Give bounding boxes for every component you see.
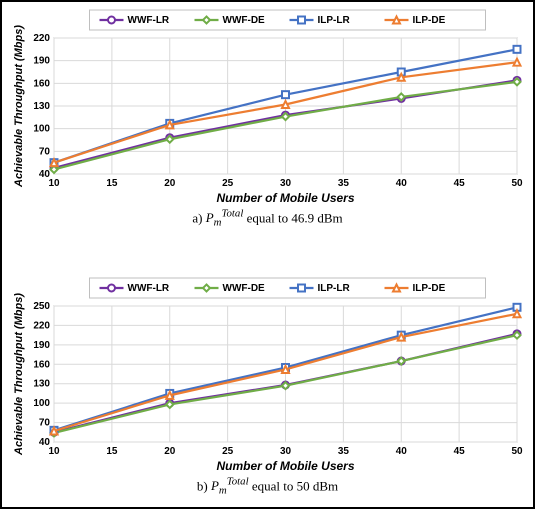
svg-text:100: 100 xyxy=(33,124,50,135)
series-marker-WWF-DE xyxy=(166,136,173,143)
legend-label-ILP-DE: ILP-DE xyxy=(413,283,446,294)
series-marker-WWF-DE xyxy=(514,78,521,85)
svg-text:10: 10 xyxy=(48,446,60,457)
figure: 10 15 20 25 30 35 40 45 50 40 70 100 130 160 190 220 Num… xyxy=(0,0,535,509)
series-marker-WWF-DE xyxy=(514,332,521,339)
legend-label-WWF-DE: WWF-DE xyxy=(223,283,266,294)
svg-text:100: 100 xyxy=(33,398,50,409)
series-marker-WWF-DE xyxy=(282,382,289,389)
svg-text:30: 30 xyxy=(280,178,292,189)
svg-text:190: 190 xyxy=(33,340,50,351)
svg-text:30: 30 xyxy=(280,446,292,457)
caption-a: a) PmTotal equal to 46.9 dBm xyxy=(8,208,527,229)
series-marker-WWF-DE xyxy=(282,113,289,120)
svg-text:Achievable Throughput (Mbps): Achievable Throughput (Mbps) xyxy=(13,25,25,188)
svg-text:40: 40 xyxy=(396,178,408,189)
svg-text:20: 20 xyxy=(164,178,176,189)
svg-text:220: 220 xyxy=(33,33,50,44)
series-marker-WWF-DE xyxy=(166,401,173,408)
svg-text:70: 70 xyxy=(39,418,51,429)
legend-label-WWF-LR: WWF-LR xyxy=(128,15,170,26)
svg-text:130: 130 xyxy=(33,101,50,112)
panel-a: 10 15 20 25 30 35 40 45 50 40 70 100 130 160 190 220 Num… xyxy=(8,6,527,235)
svg-text:35: 35 xyxy=(338,178,350,189)
svg-text:Number of Mobile Users: Number of Mobile Users xyxy=(216,191,354,205)
series-marker-ILP-LR xyxy=(514,46,521,53)
svg-text:20: 20 xyxy=(164,446,176,457)
series-marker-ILP-LR xyxy=(282,91,289,98)
svg-text:40: 40 xyxy=(396,446,408,457)
svg-text:50: 50 xyxy=(511,446,523,457)
svg-text:35: 35 xyxy=(338,446,350,457)
svg-text:25: 25 xyxy=(222,178,234,189)
caption-b: b) PmTotal equal to 50 dBm xyxy=(8,476,527,497)
svg-text:130: 130 xyxy=(33,379,50,390)
svg-text:25: 25 xyxy=(222,446,234,457)
chart-b: 10 15 20 25 30 35 40 45 50 40 70 100 130 160 190 220 250… xyxy=(8,274,527,474)
legend-label-ILP-LR: ILP-LR xyxy=(318,15,351,26)
svg-text:40: 40 xyxy=(39,169,51,180)
svg-text:70: 70 xyxy=(39,146,51,157)
svg-text:45: 45 xyxy=(454,178,466,189)
svg-text:50: 50 xyxy=(511,178,523,189)
svg-text:160: 160 xyxy=(33,359,50,370)
svg-text:Achievable Throughput (Mbps): Achievable Throughput (Mbps) xyxy=(13,293,25,456)
legend-label-WWF-LR: WWF-LR xyxy=(128,283,170,294)
svg-text:160: 160 xyxy=(33,78,50,89)
svg-text:10: 10 xyxy=(48,178,60,189)
series-marker-WWF-DE xyxy=(398,93,405,100)
svg-text:15: 15 xyxy=(106,178,118,189)
svg-text:40: 40 xyxy=(39,437,51,448)
legend-label-ILP-LR: ILP-LR xyxy=(318,283,351,294)
series-marker-WWF-DE xyxy=(398,358,405,365)
chart-a: 10 15 20 25 30 35 40 45 50 40 70 100 130 160 190 220 Num… xyxy=(8,6,527,206)
svg-text:190: 190 xyxy=(33,56,50,67)
svg-text:250: 250 xyxy=(33,301,50,312)
svg-text:Number of Mobile Users: Number of Mobile Users xyxy=(216,459,354,473)
svg-text:15: 15 xyxy=(106,446,118,457)
legend-label-ILP-DE: ILP-DE xyxy=(413,15,446,26)
svg-text:220: 220 xyxy=(33,321,50,332)
panel-b: 10 15 20 25 30 35 40 45 50 40 70 100 130 160 190 220 250… xyxy=(8,274,527,503)
legend-label-WWF-DE: WWF-DE xyxy=(223,15,266,26)
svg-text:45: 45 xyxy=(454,446,466,457)
